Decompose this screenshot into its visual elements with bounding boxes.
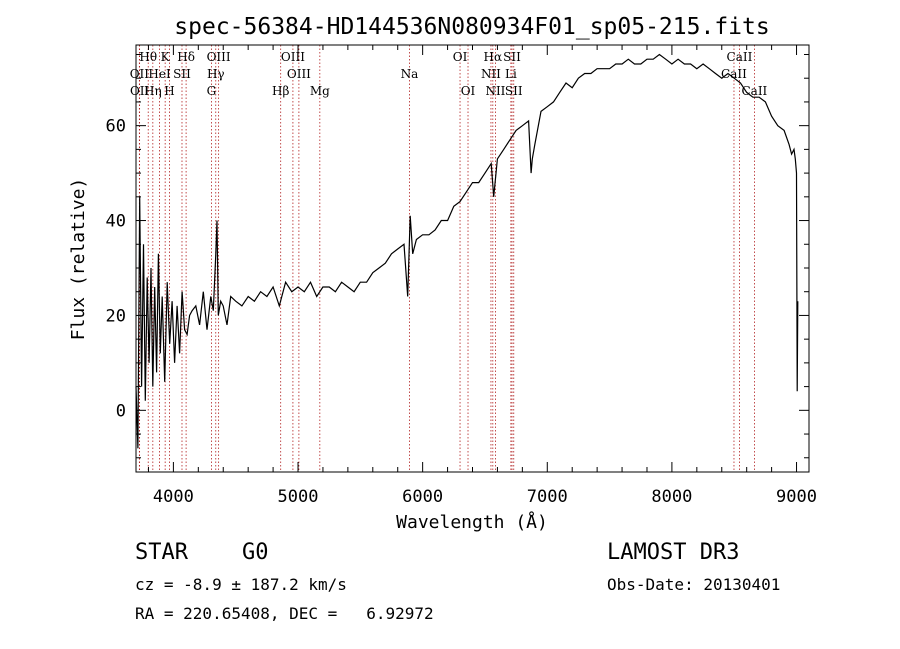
line-label: Mg: [310, 84, 330, 98]
plot-frame: [135, 44, 810, 473]
x-tick-label: 6000: [402, 487, 443, 507]
x-axis-ticks: 4000 5000 6000 7000 8000 9000: [147, 45, 817, 507]
line-label: K: [161, 50, 171, 64]
y-tick-label: 60: [106, 117, 126, 137]
x-tick-label: 7000: [527, 487, 568, 507]
coordinates-readout: RA = 220.65408, DEC = 6.92972: [135, 604, 434, 623]
line-label: CaII: [721, 67, 747, 81]
line-label: OI: [453, 50, 468, 64]
line-label: SII: [503, 50, 521, 64]
redshift-readout: cz = -8.9 ± 187.2 km/s: [135, 575, 347, 594]
y-axis-ticks: 0 20 40 60: [106, 53, 809, 459]
line-label: NII: [485, 84, 505, 98]
y-tick-label: 0: [116, 401, 126, 421]
line-label: Na: [401, 67, 419, 81]
line-label: CaII: [741, 84, 767, 98]
emission-line-markers: [138, 45, 755, 472]
line-label: H: [164, 84, 174, 98]
line-label: Hδ: [177, 50, 195, 64]
line-label: Hβ: [272, 84, 289, 98]
line-label: OIII: [287, 67, 311, 81]
line-label: G: [207, 84, 217, 98]
spectrum-line: [135, 53, 799, 449]
x-tick-label: 8000: [651, 487, 692, 507]
line-label: OIII: [207, 50, 231, 64]
class-label: STAR: [135, 540, 188, 565]
survey-label: LAMOST DR3: [607, 540, 740, 565]
subclass-label: G0: [242, 540, 269, 565]
x-tick-label: 4000: [153, 487, 194, 507]
line-label: Hγ: [207, 67, 225, 81]
line-label: OII: [130, 84, 150, 98]
y-axis-label: Flux (relative): [68, 178, 89, 341]
line-label: CaII: [727, 50, 753, 64]
line-label: Hα: [484, 50, 503, 64]
line-label: OII: [130, 67, 150, 81]
line-label: Hη: [144, 84, 162, 98]
x-tick-label: 9000: [776, 487, 817, 507]
line-label: SII: [505, 84, 523, 98]
line-label: OIII: [281, 50, 305, 64]
chart-title: spec-56384-HD144536N080934F01_sp05-215.f…: [174, 14, 769, 40]
line-label: SII: [173, 67, 191, 81]
y-tick-label: 20: [106, 306, 126, 326]
line-label: Li: [505, 67, 517, 81]
y-tick-label: 40: [106, 212, 126, 232]
line-label: OI: [461, 84, 476, 98]
line-label: HeI: [148, 67, 171, 81]
line-label: Hθ: [139, 50, 157, 64]
line-label: NII: [481, 67, 501, 81]
obs-date-readout: Obs-Date: 20130401: [607, 575, 781, 594]
x-axis-label: Wavelength (Å): [396, 511, 548, 533]
x-tick-label: 5000: [278, 487, 319, 507]
